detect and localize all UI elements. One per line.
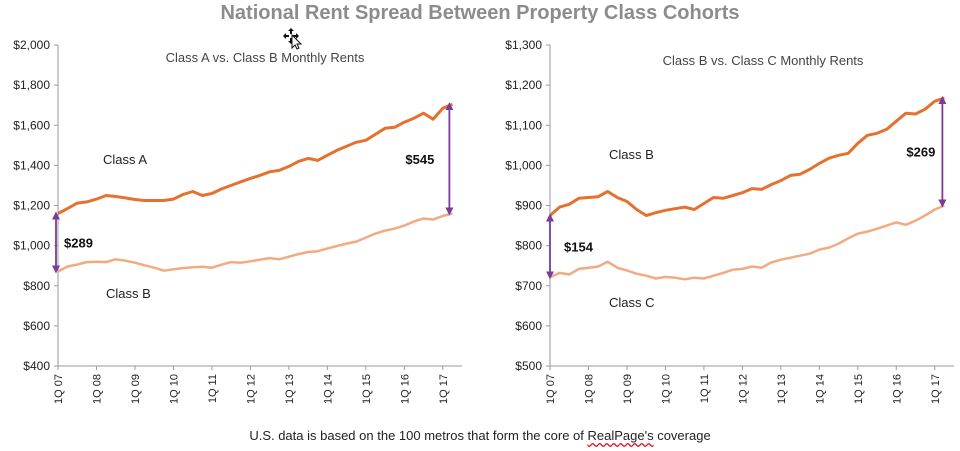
x-tick-label: 1Q 13 [776, 374, 788, 404]
chart-class-b-vs-c: $500 $600 $700 $800 $900 $1,000 $1,100 $1,200 $1… [505, 38, 954, 404]
x-tick-label: 1Q 16 [891, 374, 903, 404]
y-tick-label: $600 [515, 319, 542, 333]
x-tick-label: 1Q 14 [322, 374, 334, 404]
x-tick-label: 1Q 12 [245, 374, 257, 404]
y-tick-label: $1,600 [13, 118, 50, 132]
series-line-class-a [57, 102, 453, 215]
chart-title: Class A vs. Class B Monthly Rents [166, 50, 365, 65]
x-tick-label: 1Q 14 [814, 374, 826, 404]
figure-title: National Rent Spread Between Property Cl… [220, 2, 740, 24]
series-label: Class B [609, 147, 654, 162]
x-tick-label: 1Q 15 [853, 374, 865, 404]
footer-suffix: coverage [653, 428, 711, 443]
series-line-class-c [549, 204, 945, 281]
x-tick-label: 1Q 11 [207, 374, 219, 403]
x-tick-label: 1Q 07 [53, 374, 65, 404]
series-label: Class A [103, 152, 147, 167]
spread-label: $154 [564, 239, 594, 254]
spread-label: $545 [405, 152, 434, 167]
y-tick-label: $2,000 [13, 38, 50, 52]
x-tick-label: 1Q 09 [130, 374, 142, 404]
footer-brand: RealPage's [587, 428, 654, 443]
y-tick-label: $1,400 [13, 158, 50, 172]
series-label: Class C [609, 295, 655, 310]
series-label: Class B [106, 286, 151, 301]
x-tick-label: 1Q 08 [583, 374, 595, 404]
y-tick-label: $1,000 [505, 158, 542, 172]
series-line-class-b [57, 212, 453, 273]
y-tick-label: $600 [23, 319, 50, 333]
x-tick-label: 1Q 13 [284, 374, 296, 404]
y-tick-label: $800 [515, 239, 542, 253]
y-tick-label: $1,800 [13, 78, 50, 92]
chart-class-a-vs-b: $400 $600 $800 $1,000 $1,200 $1,400 $1,600 $1,8… [13, 38, 462, 404]
y-tick-label: $700 [515, 279, 542, 293]
y-tick-label: $1,000 [13, 239, 50, 253]
move-cursor-icon [283, 28, 303, 50]
x-tick-label: 1Q 10 [660, 374, 672, 404]
x-tick-label: 1Q 17 [438, 374, 450, 404]
footer-note: U.S. data is based on the 100 metros tha… [0, 428, 960, 443]
y-tick-label: $800 [23, 279, 50, 293]
x-tick-label: 1Q 10 [168, 374, 180, 404]
y-tick-label: $400 [23, 359, 50, 373]
spread-label: $289 [64, 236, 93, 251]
y-tick-label: $1,100 [505, 118, 542, 132]
series-line-class-b [549, 96, 945, 217]
x-tick-label: 1Q 12 [737, 374, 749, 404]
spread-label: $269 [906, 145, 935, 160]
y-tick-label: $1,200 [13, 199, 50, 213]
y-tick-label: $500 [515, 359, 542, 373]
y-tick-label: $1,200 [505, 78, 542, 92]
x-tick-label: 1Q 15 [361, 374, 373, 404]
x-tick-label: 1Q 07 [545, 374, 557, 404]
y-tick-label: $1,300 [505, 38, 542, 52]
x-tick-label: 1Q 16 [399, 374, 411, 404]
x-tick-label: 1Q 08 [91, 374, 103, 404]
x-tick-label: 1Q 09 [622, 374, 634, 404]
footer-prefix: U.S. data is based on the 100 metros tha… [249, 428, 588, 443]
chart-title: Class B vs. Class C Monthly Rents [663, 53, 864, 68]
x-tick-label: 1Q 17 [930, 374, 942, 404]
y-tick-label: $900 [515, 199, 542, 213]
x-tick-label: 1Q 11 [699, 374, 711, 403]
